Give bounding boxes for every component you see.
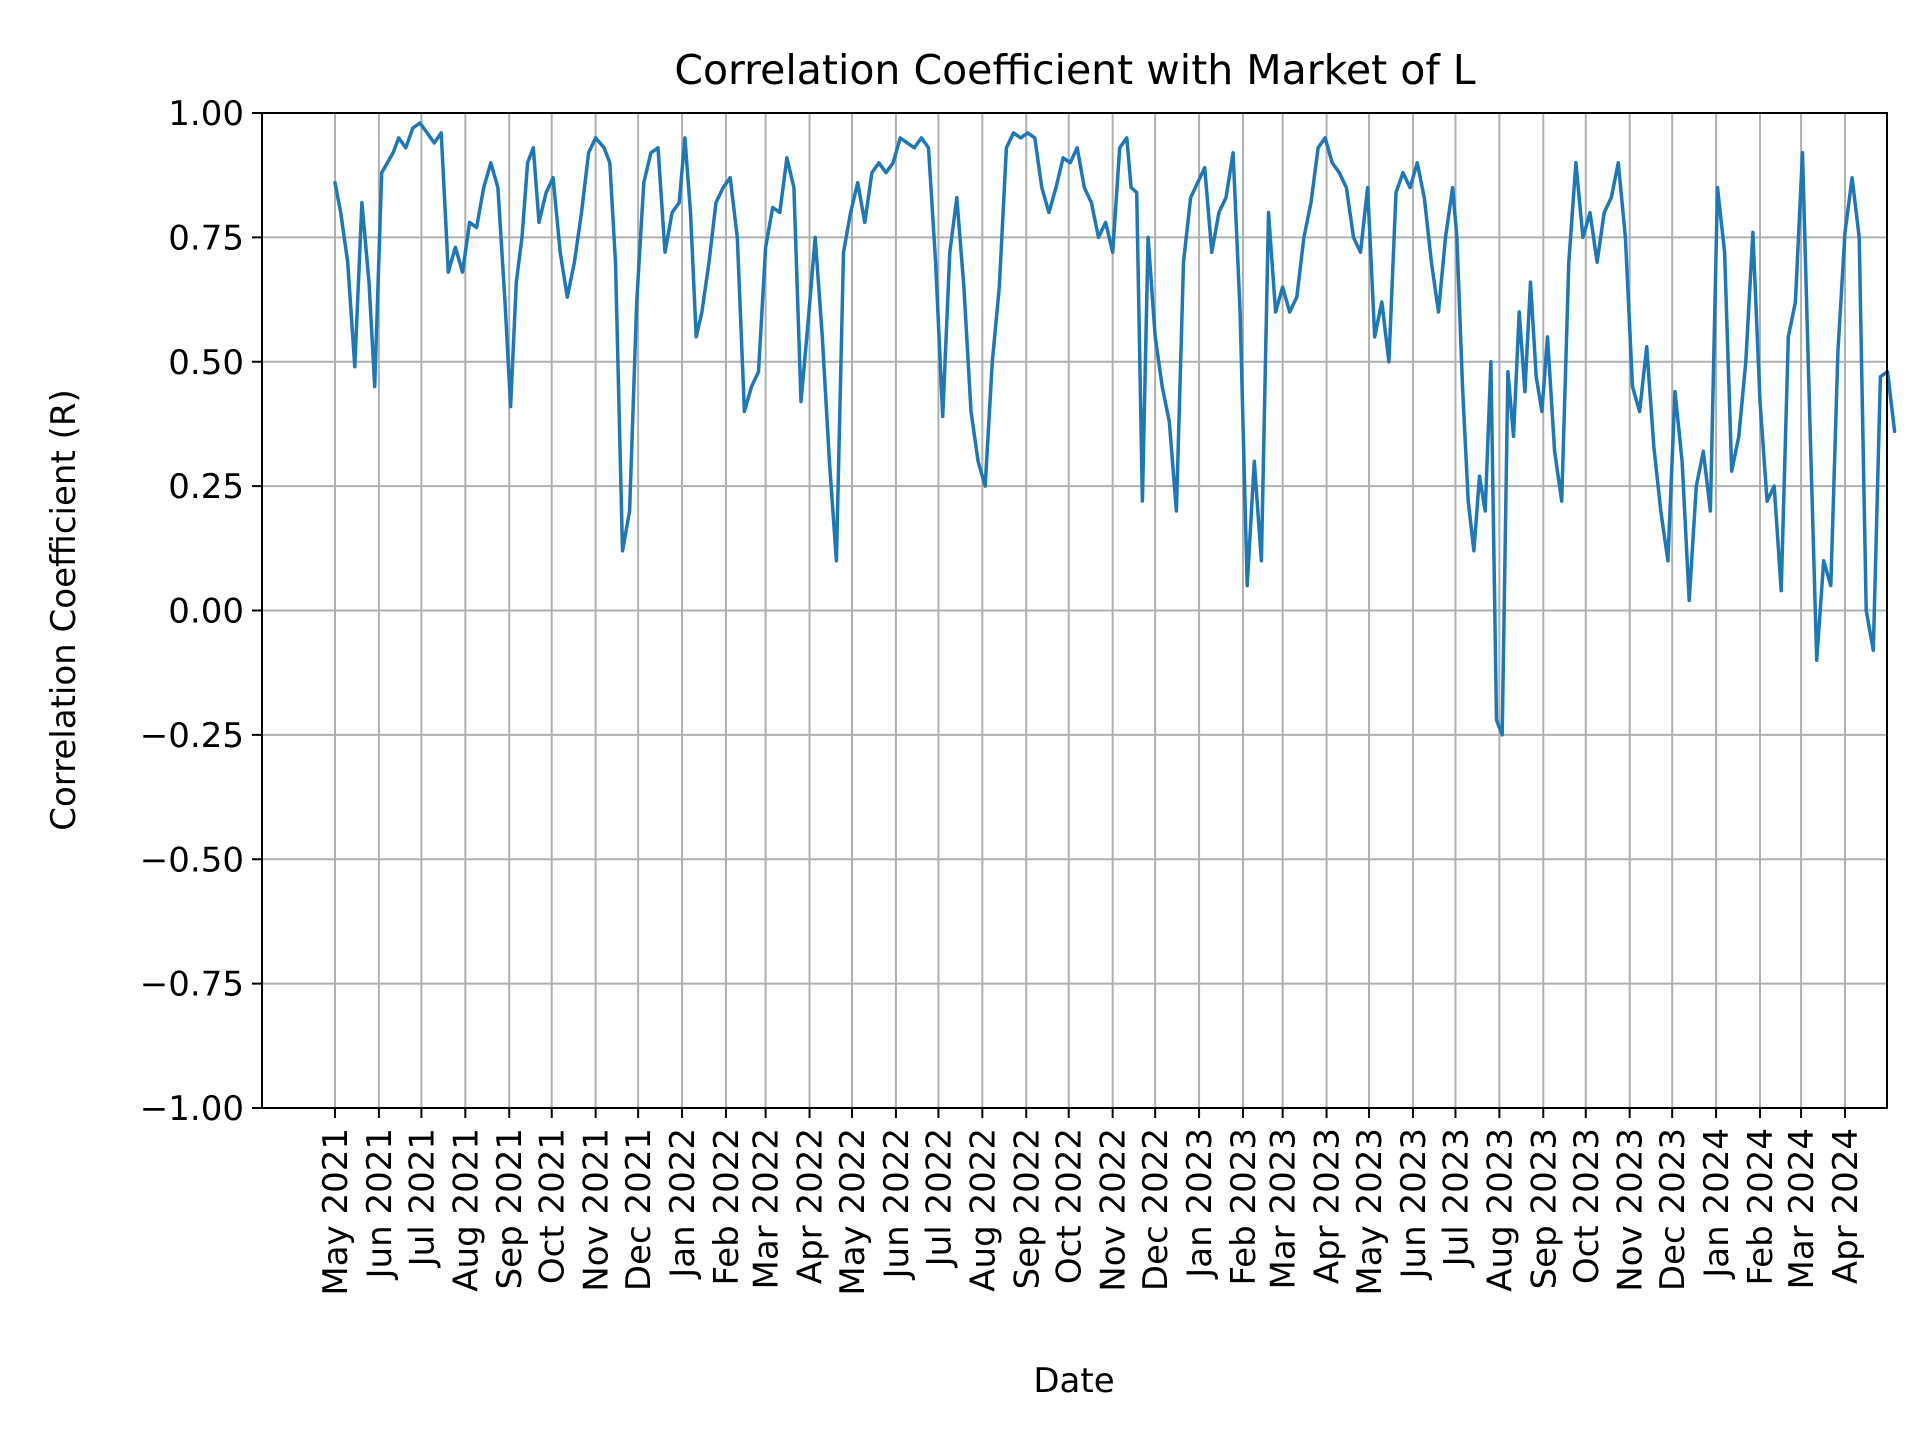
series-line bbox=[333, 121, 1897, 737]
x-tick-label: Feb 2024 bbox=[1741, 1128, 1781, 1286]
y-axis: −1.00 −0.75 −0.50 −0.25 0.00 0.25 0.50 0.75 1.00 bbox=[140, 94, 262, 1129]
x-tick-label: Feb 2022 bbox=[707, 1128, 747, 1286]
x-tick-label: Jan 2023 bbox=[1180, 1128, 1220, 1280]
y-tick-label: 0.75 bbox=[168, 218, 244, 258]
x-tick-label: Apr 2023 bbox=[1308, 1128, 1348, 1284]
x-axis-title: Date bbox=[1033, 1361, 1114, 1401]
x-tick-label: May 2023 bbox=[1350, 1128, 1390, 1296]
y-tick-label: −0.25 bbox=[140, 716, 244, 756]
x-axis: May 2021 Jun 2021 Jul 2021 Aug 2021 Sep 2021… bbox=[316, 1108, 1866, 1296]
x-tick-label: Apr 2022 bbox=[791, 1128, 831, 1284]
chart-title: Correlation Coefficient with Market of L bbox=[674, 46, 1475, 94]
x-tick-label: Feb 2023 bbox=[1224, 1128, 1264, 1286]
x-tick-label: Oct 2021 bbox=[533, 1128, 573, 1284]
x-tick-label: Jun 2021 bbox=[360, 1128, 400, 1280]
x-tick-label: Jan 2024 bbox=[1697, 1128, 1737, 1280]
y-tick-label: 0.00 bbox=[168, 592, 244, 632]
y-tick-label: 0.50 bbox=[168, 343, 244, 383]
x-tick-label: Mar 2022 bbox=[747, 1128, 787, 1289]
x-tick-label: Aug 2021 bbox=[446, 1128, 486, 1292]
x-tick-label: May 2021 bbox=[316, 1128, 356, 1296]
x-tick-label: Nov 2022 bbox=[1094, 1128, 1134, 1292]
x-tick-label: Mar 2024 bbox=[1782, 1128, 1822, 1289]
x-tick-label: May 2022 bbox=[833, 1128, 873, 1296]
x-tick-label: Jul 2021 bbox=[402, 1128, 442, 1268]
y-tick-label: 1.00 bbox=[168, 94, 244, 134]
x-tick-label: Aug 2022 bbox=[963, 1128, 1003, 1292]
x-tick-label: Sep 2022 bbox=[1007, 1128, 1047, 1289]
y-tick-label: −0.50 bbox=[140, 840, 244, 880]
x-tick-label: Sep 2023 bbox=[1524, 1128, 1564, 1289]
x-tick-label: Jul 2022 bbox=[919, 1128, 959, 1268]
y-tick-label: 0.25 bbox=[168, 467, 244, 507]
x-tick-label: Dec 2021 bbox=[619, 1128, 659, 1291]
x-tick-label: Jul 2023 bbox=[1436, 1128, 1476, 1268]
x-tick-label: Apr 2024 bbox=[1826, 1128, 1866, 1284]
y-tick-label: −0.75 bbox=[140, 965, 244, 1005]
x-tick-label: Nov 2023 bbox=[1611, 1128, 1651, 1292]
x-tick-label: Mar 2023 bbox=[1264, 1128, 1304, 1289]
x-tick-label: Oct 2023 bbox=[1567, 1128, 1607, 1284]
x-tick-label: Nov 2021 bbox=[577, 1128, 617, 1292]
x-tick-label: Dec 2022 bbox=[1136, 1128, 1176, 1291]
x-tick-label: Jun 2022 bbox=[877, 1128, 917, 1280]
x-tick-label: Jan 2022 bbox=[663, 1128, 703, 1280]
x-tick-label: Jun 2023 bbox=[1394, 1128, 1434, 1280]
series-layer bbox=[333, 121, 1897, 737]
y-tick-label: −1.00 bbox=[140, 1089, 244, 1129]
x-tick-label: Oct 2022 bbox=[1050, 1128, 1090, 1284]
x-tick-label: Dec 2023 bbox=[1653, 1128, 1693, 1291]
y-axis-title: Correlation Coefficient (R) bbox=[44, 389, 84, 831]
x-tick-label: Sep 2021 bbox=[490, 1128, 530, 1289]
x-tick-label: Aug 2023 bbox=[1480, 1128, 1520, 1292]
